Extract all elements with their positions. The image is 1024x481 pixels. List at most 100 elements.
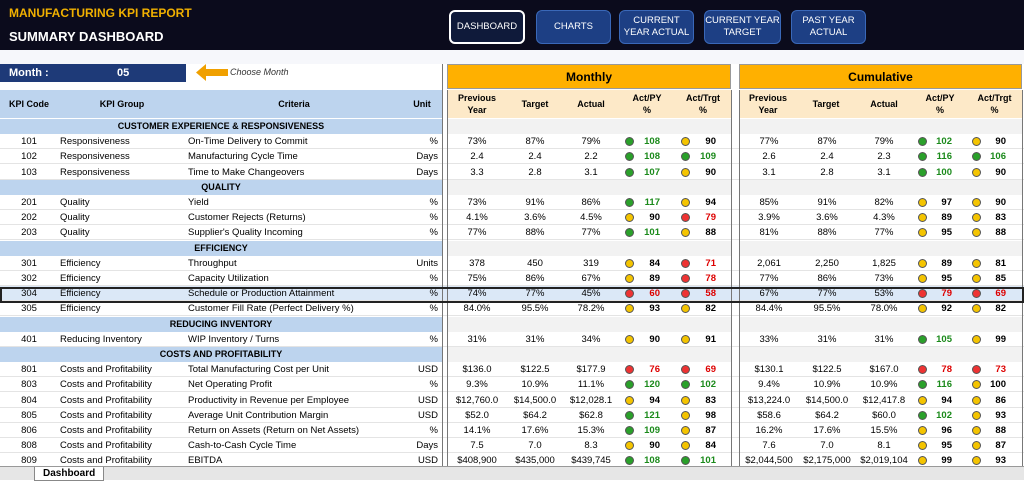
table-row[interactable]: 804 Costs and Profitability Productivity i… <box>0 393 1024 408</box>
kpi-group: Responsiveness <box>60 151 130 163</box>
kpi-criteria: Yield <box>188 197 209 208</box>
c-prev-year: $130.1 <box>754 364 784 376</box>
kpi-criteria: Return on Assets (Return on Net Assets) <box>188 425 360 436</box>
c-target: $64.2 <box>815 409 839 421</box>
m-act-py-value: 107 <box>644 166 660 178</box>
kpi-code: 809 <box>21 455 37 467</box>
section-spacer <box>447 119 731 134</box>
table-row[interactable]: 805 Costs and Profitability Average Unit C… <box>0 408 1024 423</box>
table-row[interactable]: 401 Reducing Inventory WIP Inventory / Tur… <box>0 332 1024 347</box>
m-act-trgt-value: 87 <box>705 425 716 436</box>
section-header: COSTS AND PROFITABILITY <box>0 347 442 362</box>
month-selector[interactable]: Month : 05 <box>0 64 186 82</box>
table-row[interactable]: 806 Costs and Profitability Return on Asse… <box>0 423 1024 438</box>
m-act-trgt-status-icon <box>681 274 690 283</box>
section-spacer <box>739 316 1022 332</box>
c-prev-year: 2,061 <box>757 257 781 269</box>
m-act-py-status-icon <box>625 410 634 420</box>
c-act-py-status-icon <box>918 289 927 299</box>
m-act-trgt-status-icon <box>681 380 690 390</box>
nav-dashboard-button[interactable]: DASHBOARD <box>449 10 525 44</box>
m-actual: 67% <box>581 273 601 284</box>
m-act-py-value: 109 <box>644 425 660 436</box>
kpi-unit: % <box>429 379 438 391</box>
m-act-py-status-icon <box>625 274 634 283</box>
m-act-trgt-status-icon <box>681 395 690 405</box>
kpi-criteria: Manufacturing Cycle Time <box>188 151 298 163</box>
table-row[interactable]: 201 Quality Yield% 73% 91% 86% 117 94 85% 91% 82% 9… <box>0 195 1024 210</box>
nav-current-year-actual-button[interactable]: CURRENT YEAR ACTUAL <box>619 10 694 44</box>
m-act-py-status-icon <box>625 228 634 238</box>
kpi-group: Costs and Profitability <box>60 425 152 436</box>
table-row[interactable]: 305 Efficiency Customer Fill Rate (Perfect… <box>0 301 1024 317</box>
section-header: EFFICIENCY <box>0 240 442 256</box>
section-spacer <box>447 240 731 256</box>
c-act-py-value: 79 <box>941 288 952 300</box>
m-act-trgt-value: 109 <box>700 151 716 163</box>
m-target: 17.6% <box>521 425 549 436</box>
c-act-trgt-value: 88 <box>995 227 1006 239</box>
c-act-py-value: 99 <box>941 455 952 467</box>
divider <box>1022 90 1023 466</box>
month-value[interactable]: 05 <box>117 67 130 79</box>
c-prev-year: $13,224.0 <box>747 394 791 406</box>
c-act-py-value: 102 <box>936 136 952 148</box>
col-kpi-group: KPI Group <box>99 99 145 109</box>
m-act-py-status-icon <box>625 456 634 466</box>
c-act-trgt-value: 93 <box>995 409 1006 421</box>
m-act-trgt-status-icon <box>681 198 690 207</box>
m-act-py-value: 117 <box>644 197 660 208</box>
kpi-criteria: Average Unit Contribution Margin <box>188 409 329 421</box>
col-kpi-code: KPI Code <box>8 99 49 109</box>
spacer <box>0 50 1024 64</box>
c-prev-year: 81% <box>759 227 779 239</box>
m-target: 7.0 <box>528 440 542 452</box>
kpi-unit: % <box>429 136 438 148</box>
sheet-tab-dashboard[interactable]: Dashboard <box>34 467 105 481</box>
c-prev-year: 16.2% <box>755 425 783 436</box>
table-row[interactable]: 304 Efficiency Schedule or Production Atta… <box>0 286 1024 302</box>
table-row[interactable]: 102 Responsiveness Manufacturing Cycle Tim… <box>0 149 1024 165</box>
m-actual: $12,028.1 <box>569 394 613 406</box>
table-row[interactable]: 301 Efficiency Throughput Units 378 450 319 84 7… <box>0 256 1024 271</box>
m-act-py-value: 108 <box>644 136 660 148</box>
c-target: $14,500.0 <box>805 394 849 406</box>
c-act-py-status-icon <box>918 395 927 405</box>
table-row[interactable]: 103 Responsiveness Time to Make Changeover… <box>0 165 1024 180</box>
m-act-py-status-icon <box>625 137 634 147</box>
c-act-trgt-value: 90 <box>995 136 1006 148</box>
c-target: 10.9% <box>813 379 841 391</box>
col-m-prev-year: Previous Year <box>457 93 497 115</box>
table-row[interactable]: 801 Costs and Profitability Total Manufact… <box>0 362 1024 378</box>
nav-charts-button[interactable]: CHARTS <box>536 10 611 44</box>
m-target: 77% <box>525 288 545 300</box>
kpi-group: Efficiency <box>60 303 101 315</box>
m-act-py-status-icon <box>625 365 634 375</box>
m-act-trgt-value: 102 <box>700 379 716 391</box>
c-actual: $60.0 <box>872 409 896 421</box>
col-m-target: Target <box>521 99 549 109</box>
c-prev-year: 84.4% <box>755 303 783 315</box>
table-row[interactable]: 302 Efficiency Capacity Utilization% 75% 86%… <box>0 271 1024 286</box>
m-prev-year: $12,760.0 <box>455 394 499 406</box>
m-act-trgt-status-icon <box>681 426 690 435</box>
m-prev-year: 73% <box>467 197 487 208</box>
c-target: $122.5 <box>812 364 842 376</box>
cumulative-header-bg <box>739 90 1022 118</box>
nav-past-year-actual-button[interactable]: PAST YEAR ACTUAL <box>791 10 866 44</box>
table-row[interactable]: 803 Costs and Profitability Net Operating … <box>0 377 1024 393</box>
c-act-py-status-icon <box>918 167 927 177</box>
m-act-trgt-value: 58 <box>705 288 716 300</box>
c-act-py-value: 78 <box>941 364 952 376</box>
table-row[interactable]: 808 Costs and Profitability Cash-to-Cash C… <box>0 438 1024 454</box>
c-prev-year: 3.9% <box>758 212 780 224</box>
c-target: 31% <box>817 333 837 345</box>
m-target: 10.9% <box>521 379 549 391</box>
table-row[interactable]: 202 Quality Customer Rejects (Returns)% 4.1… <box>0 210 1024 226</box>
c-act-trgt-value: 85 <box>995 273 1006 284</box>
c-act-py-value: 116 <box>936 379 952 391</box>
table-row[interactable]: 203 Quality Supplier's Quality Incoming% 77… <box>0 225 1024 241</box>
table-row[interactable]: 101 Responsiveness On-Time Delivery to Com… <box>0 134 1024 150</box>
kpi-criteria: WIP Inventory / Turns <box>188 333 280 345</box>
nav-current-year-target-button[interactable]: CURRENT YEAR TARGET <box>704 10 781 44</box>
